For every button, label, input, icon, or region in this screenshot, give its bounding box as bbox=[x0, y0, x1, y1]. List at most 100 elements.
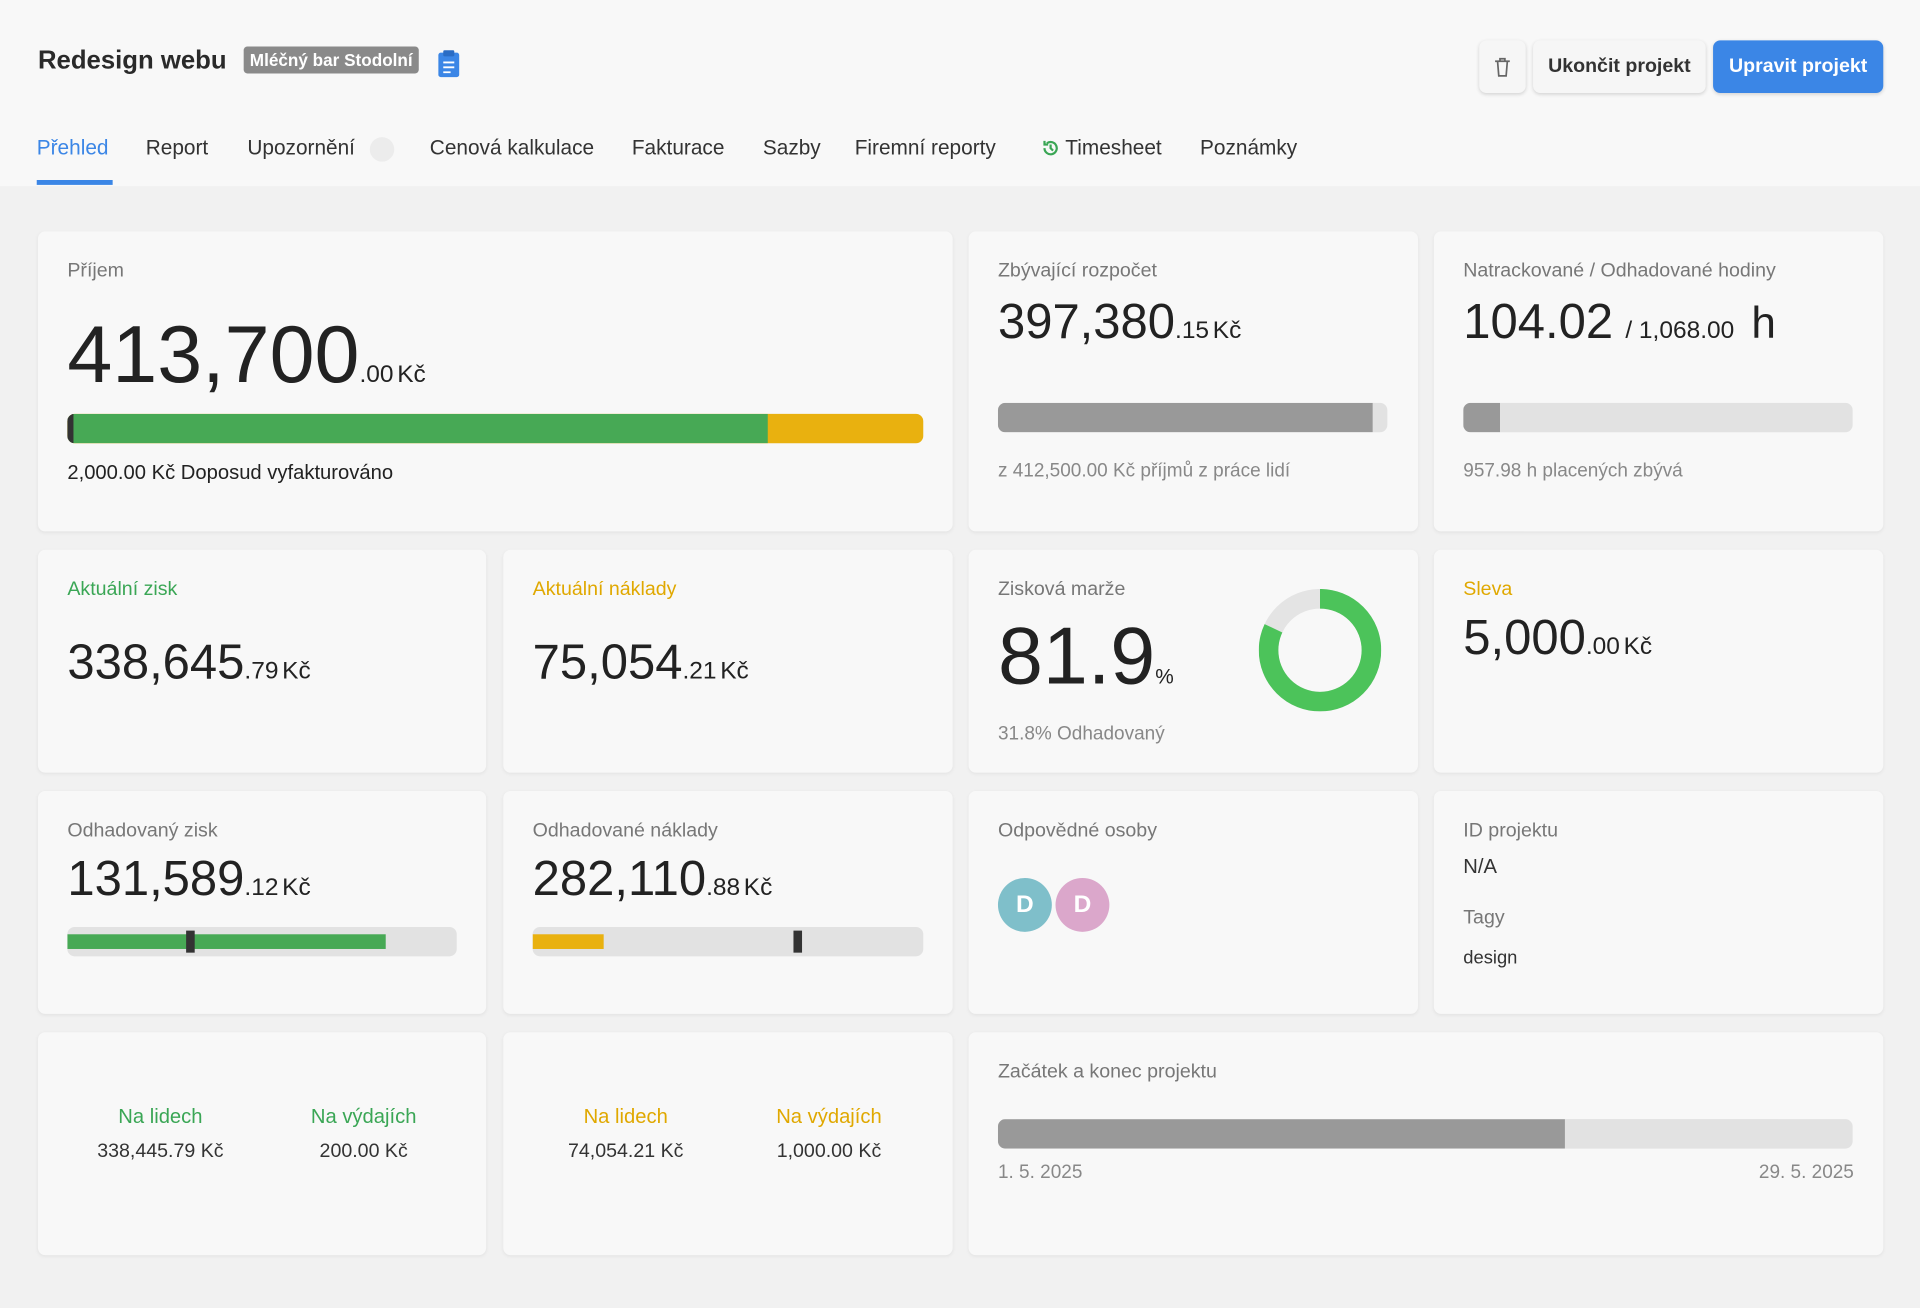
income-bar bbox=[67, 413, 924, 444]
hours-bar bbox=[1463, 402, 1853, 433]
notification-badge bbox=[369, 137, 395, 162]
value-main: 131,589 bbox=[67, 852, 245, 907]
est-costs-value: 282,110.88 Kč bbox=[533, 852, 773, 907]
card-note: 31.8% Odhadovaný bbox=[997, 723, 1165, 745]
tab[interactable]: Cenová kalkulace bbox=[429, 135, 595, 160]
value-decimals: .00 bbox=[1585, 633, 1620, 661]
value-main: 282,110 bbox=[532, 852, 707, 907]
card-label: Zisková marže bbox=[997, 579, 1126, 601]
value-unit: Kč bbox=[397, 361, 426, 389]
income-card: Příjem 413,700.00 Kč 2,000.00 Kč Doposud … bbox=[37, 231, 953, 532]
bar-fill bbox=[67, 413, 768, 444]
split-value: 200.00 Kč bbox=[319, 1141, 408, 1163]
value-main: 5,000 bbox=[1463, 611, 1586, 665]
project-id: N/A bbox=[1463, 855, 1497, 878]
bar-marker bbox=[186, 930, 195, 953]
bar-fill bbox=[997, 402, 1373, 433]
edit-project-button[interactable]: Upravit projekt bbox=[1713, 40, 1884, 94]
split-label: Na výdajích bbox=[310, 1105, 417, 1128]
value-main: 397,380 bbox=[997, 295, 1176, 349]
clipboard-icon[interactable] bbox=[437, 49, 460, 78]
split-value: 74,054.21 Kč bbox=[567, 1141, 684, 1163]
card-note: 957.98 h placených zbývá bbox=[1463, 460, 1683, 482]
value-unit: Kč bbox=[1212, 317, 1242, 345]
hours-unit: h bbox=[1751, 297, 1776, 348]
cost-split-card: Na lidech 74,054.21 Kč Na výdajích 1,000.0… bbox=[503, 1032, 953, 1256]
header bbox=[0, 0, 1920, 187]
split-column: Na výdajích 1,000.00 Kč bbox=[737, 1106, 921, 1164]
delete-button[interactable] bbox=[1479, 40, 1526, 94]
hours-tracked: 104.02 bbox=[1463, 295, 1614, 349]
income-value: 413,700.00 Kč bbox=[67, 307, 425, 400]
split-label: Na lidech bbox=[118, 1105, 203, 1128]
card-label: Sleva bbox=[1463, 579, 1513, 601]
est-costs-bar bbox=[532, 926, 924, 957]
tab[interactable]: Poznámky bbox=[1200, 135, 1298, 160]
split-column: Na lidech 338,445.79 Kč bbox=[69, 1106, 253, 1164]
card-label: Příjem bbox=[67, 260, 124, 282]
tab[interactable]: Firemní reporty bbox=[854, 135, 996, 160]
estimated-profit-card: Odhadovaný zisk 131,589.12 Kč bbox=[37, 791, 487, 1014]
tab[interactable]: Přehled bbox=[36, 135, 109, 160]
value-main: 413,700 bbox=[67, 308, 360, 400]
value-unit: % bbox=[1155, 664, 1174, 689]
end-project-button[interactable]: Ukončit projekt bbox=[1533, 40, 1706, 94]
client-badge[interactable]: Mléčný bar Stodolní bbox=[243, 46, 419, 74]
est-profit-value: 131,589.12 Kč bbox=[67, 852, 310, 907]
bar-marker bbox=[793, 930, 803, 953]
budget-bar bbox=[997, 402, 1388, 433]
tab[interactable]: Sazby bbox=[762, 135, 821, 160]
value-unit: Kč bbox=[282, 657, 311, 685]
timeline-bar bbox=[997, 1119, 1853, 1149]
value-main: 81.9 bbox=[997, 609, 1156, 701]
value-decimals: .15 bbox=[1175, 317, 1210, 345]
bar-marker bbox=[67, 413, 74, 444]
card-label: Odhadované náklady bbox=[532, 820, 718, 842]
tab[interactable]: Timesheet bbox=[1065, 135, 1162, 160]
tab[interactable]: Fakturace bbox=[631, 135, 725, 160]
end-date: 29. 5. 2025 bbox=[1758, 1162, 1854, 1183]
split-column: Na lidech 74,054.21 Kč bbox=[534, 1106, 718, 1164]
card-label: Zbývající rozpočet bbox=[997, 260, 1157, 282]
hours-value: 104.02 / 1,068.00 h bbox=[1463, 295, 1776, 350]
timesheet-icon bbox=[1043, 140, 1058, 156]
margin-card: Zisková marže 81.9% 31.8% Odhadovaný bbox=[968, 549, 1418, 773]
avatar[interactable]: D bbox=[997, 877, 1052, 932]
timeline-card: Začátek a konec projektu 1. 5. 2025 29. … bbox=[968, 1032, 1884, 1256]
card-note: 2,000.00 Kč Doposud vyfakturováno bbox=[67, 461, 394, 484]
tab[interactable]: Upozornění bbox=[247, 135, 355, 160]
margin-value: 81.9% bbox=[998, 609, 1174, 702]
estimated-costs-card: Odhadované náklady 282,110.88 Kč bbox=[503, 791, 953, 1014]
card-label: Odpovědné osoby bbox=[997, 820, 1157, 842]
tag: design bbox=[1463, 947, 1518, 969]
card-label: Začátek a konec projektu bbox=[997, 1061, 1217, 1083]
card-note: z 412,500.00 Kč příjmů z práce lidí bbox=[997, 460, 1291, 482]
hours-card: Natrackované / Odhadované hodiny 104.02 /… bbox=[1433, 231, 1884, 532]
discount-card: Sleva 5,000.00 Kč bbox=[1433, 549, 1884, 773]
card-label: ID projektu bbox=[1463, 820, 1559, 842]
avatar[interactable]: D bbox=[1055, 877, 1110, 932]
split-label: Na výdajích bbox=[776, 1105, 882, 1128]
bar-fill bbox=[67, 934, 386, 949]
value-decimals: .00 bbox=[359, 361, 394, 389]
remaining-value: 397,380.15 Kč bbox=[998, 295, 1241, 350]
remaining-budget-card: Zbývající rozpočet 397,380.15 Kč z 412,50… bbox=[968, 231, 1418, 532]
value-unit: Kč bbox=[1623, 633, 1653, 661]
value-main: 338,645 bbox=[67, 635, 245, 690]
bar-fill bbox=[997, 1119, 1565, 1149]
project-title: Redesign webu bbox=[37, 46, 227, 75]
margin-donut bbox=[1258, 588, 1382, 712]
value-unit: Kč bbox=[282, 874, 311, 902]
split-value: 1,000.00 Kč bbox=[776, 1141, 882, 1163]
discount-value: 5,000.00 Kč bbox=[1463, 611, 1652, 666]
value-decimals: .79 bbox=[244, 657, 279, 685]
card-label: Aktuální zisk bbox=[67, 579, 178, 601]
start-date: 1. 5. 2025 bbox=[997, 1162, 1083, 1183]
current-costs-card: Aktuální náklady 75,054.21 Kč bbox=[503, 549, 953, 773]
costs-value: 75,054.21 Kč bbox=[533, 636, 749, 691]
hours-estimated: / 1,068.00 bbox=[1625, 317, 1735, 345]
split-column: Na výdajích 200.00 Kč bbox=[272, 1106, 456, 1164]
tab[interactable]: Report bbox=[145, 135, 209, 160]
